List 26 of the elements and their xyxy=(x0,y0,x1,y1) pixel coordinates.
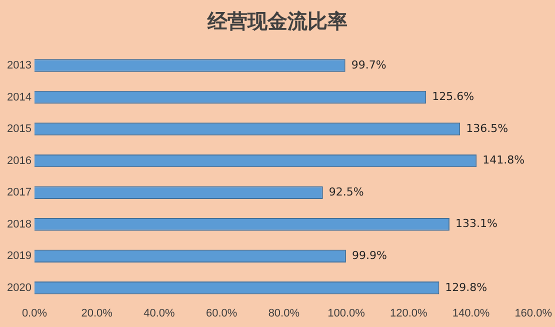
data-label: 92.5% xyxy=(328,185,364,198)
data-label: 141.8% xyxy=(482,154,525,167)
y-tick-label: 2015 xyxy=(6,123,32,136)
data-label: 133.1% xyxy=(455,217,498,230)
y-tick-label: 2017 xyxy=(6,186,32,199)
y-tick-label: 2014 xyxy=(6,91,32,104)
y-tick-label: 2020 xyxy=(6,282,32,294)
x-tick-label: 160.0% xyxy=(514,307,552,320)
y-tick-label: 2013 xyxy=(6,60,32,72)
y-tick-label: 2019 xyxy=(6,250,32,262)
x-tick-label: 120.0% xyxy=(390,307,428,320)
x-tick-label: 40.0% xyxy=(144,307,175,320)
x-tick-label: 80.0% xyxy=(268,307,300,320)
data-label: 99.7% xyxy=(351,58,386,72)
data-label: 129.8% xyxy=(445,280,488,294)
x-tick-label: 60.0% xyxy=(206,307,238,320)
x-tick-label: 100.0% xyxy=(328,307,366,320)
data-label: 99.9% xyxy=(352,248,387,262)
y-tick-label: 2018 xyxy=(6,218,32,230)
x-tick-label: 20.0% xyxy=(81,307,113,320)
data-label: 136.5% xyxy=(466,122,508,135)
x-tick-label: 140.0% xyxy=(452,307,490,320)
x-tick-label: 0.0% xyxy=(22,307,48,320)
chart-title: 经营现金流比率 xyxy=(206,8,348,35)
data-label: 125.6% xyxy=(432,90,474,104)
y-tick-label: 2016 xyxy=(6,154,32,167)
